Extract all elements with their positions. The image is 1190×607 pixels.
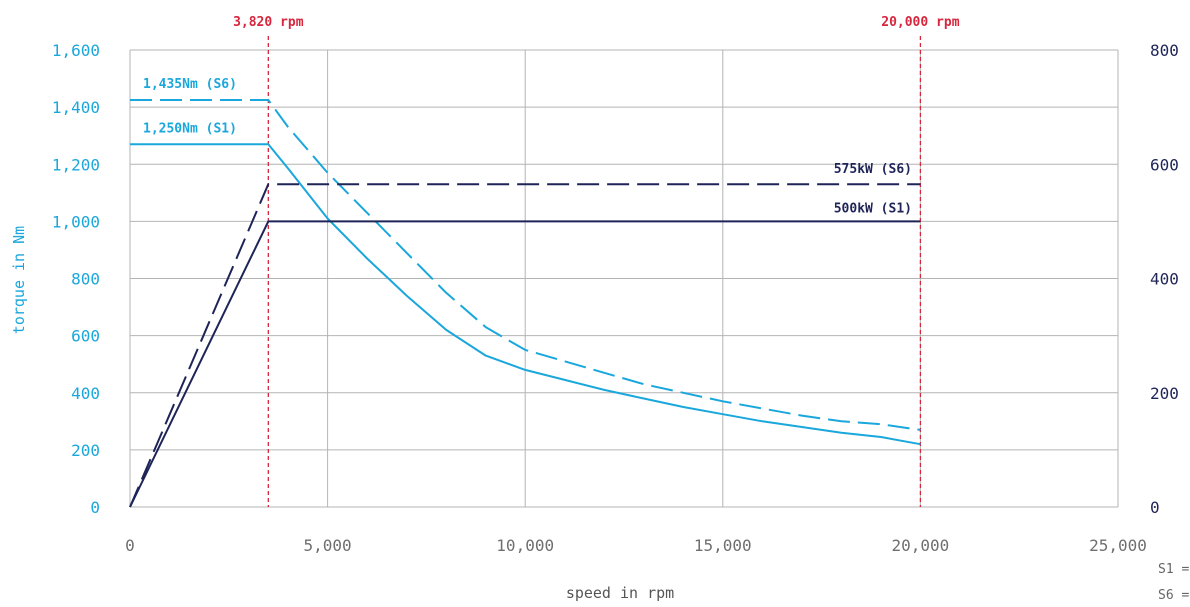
- y-tick-label-left: 400: [71, 384, 100, 403]
- y-axis-left-label: torque in Nm: [10, 226, 28, 334]
- series-label-torque-s6: 1,435Nm (S6): [143, 77, 237, 92]
- speed-marker-label: 20,000 rpm: [881, 15, 959, 30]
- x-tick-label: 10,000: [496, 536, 554, 555]
- footnote-s6: S6 =: [1158, 588, 1189, 603]
- series-lines: [129, 99, 921, 508]
- y-tick-label-right: 200: [1150, 384, 1179, 403]
- y-tick-label-right: 400: [1150, 270, 1179, 289]
- series-label-power-s6: 575kW (S6): [834, 162, 912, 177]
- series-label-power-s1: 500kW (S1): [834, 201, 912, 216]
- series-label-torque-s1: 1,250Nm (S1): [143, 121, 237, 136]
- y-tick-label-left: 0: [90, 498, 100, 517]
- x-tick-label: 25,000: [1089, 536, 1147, 555]
- y-tick-label-left: 200: [71, 441, 100, 460]
- series-line: [130, 143, 921, 446]
- y-tick-label-left: 1,600: [52, 41, 100, 60]
- y-tick-label-left: 1,000: [52, 212, 100, 231]
- x-tick-label: 0: [125, 536, 135, 555]
- y-tick-label-left: 1,200: [52, 155, 100, 174]
- speed-marker-label: 3,820 rpm: [233, 15, 304, 30]
- y-tick-label-right: 0: [1150, 498, 1160, 517]
- footnote-s1: S1 =: [1158, 562, 1189, 577]
- x-tick-label: 15,000: [694, 536, 752, 555]
- y-tick-label-left: 800: [71, 270, 100, 289]
- y-tick-label-right: 800: [1150, 41, 1179, 60]
- series-line: [129, 220, 921, 508]
- y-tick-label-left: 600: [71, 327, 100, 346]
- series-line: [130, 99, 921, 431]
- series-line: [129, 183, 921, 508]
- grid: [129, 49, 1119, 508]
- x-tick-label: 5,000: [304, 536, 352, 555]
- x-axis-label: speed in rpm: [566, 584, 674, 602]
- y-tick-label-right: 600: [1150, 155, 1179, 174]
- chart-labels: 0 200 400 600 800 1,000 1,200 1,400 1,600 0 5,000 1…: [52, 15, 1179, 555]
- y-tick-label-left: 1,400: [52, 98, 100, 117]
- speed-markers: [267, 36, 922, 507]
- x-tick-label: 20,000: [892, 536, 950, 555]
